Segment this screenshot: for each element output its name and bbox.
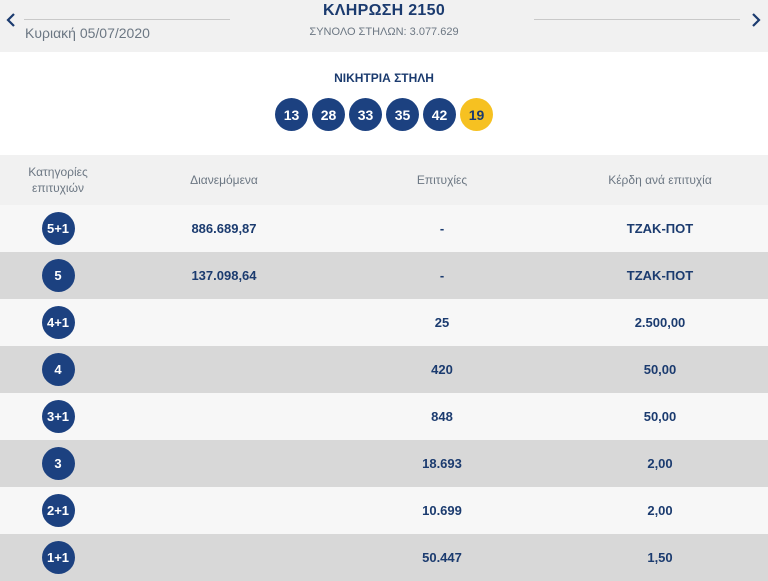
winners-cell: - bbox=[439, 268, 445, 283]
distributed-cell bbox=[116, 346, 332, 393]
header-category-label: Κατηγορίες επιτυχιών bbox=[28, 165, 88, 195]
winners-cell: 10.699 bbox=[422, 503, 462, 518]
prize-cell: 1,50 bbox=[647, 550, 673, 565]
category-badge: 5 bbox=[41, 259, 75, 292]
winners-cell: 848 bbox=[431, 409, 453, 424]
prize-cell: 2,00 bbox=[647, 503, 673, 518]
category-cell: 3 bbox=[0, 440, 116, 487]
winning-number-ball: 13 bbox=[275, 98, 308, 131]
category-cell: 2+1 bbox=[0, 487, 116, 534]
category-badge: 5+1 bbox=[41, 212, 75, 245]
divider bbox=[24, 19, 230, 20]
distributed-cell: 886.689,87 bbox=[191, 221, 257, 236]
category-cell: 4 bbox=[0, 346, 116, 393]
distributed-cell: 137.098,64 bbox=[191, 268, 257, 283]
table-row: 4+1 25 2.500,00 bbox=[0, 299, 768, 346]
divider bbox=[534, 19, 740, 20]
prize-cell: ΤΖΑΚ-ΠΟΤ bbox=[626, 268, 694, 283]
table-row: 5+1 886.689,87 - ΤΖΑΚ-ΠΟΤ bbox=[0, 205, 768, 252]
header-prize: Κέρδη ανά επιτυχία bbox=[608, 173, 712, 187]
category-badge: 4 bbox=[41, 353, 75, 386]
category-cell: 5 bbox=[0, 252, 116, 299]
category-cell: 5+1 bbox=[0, 205, 116, 252]
distributed-cell bbox=[116, 440, 332, 487]
prize-cell: 2.500,00 bbox=[634, 315, 686, 330]
total-columns: ΣΥΝΟΛΟ ΣΤΗΛΩΝ: 3.077.629 bbox=[309, 26, 459, 38]
results-table-header: Κατηγορίες επιτυχιών Διανεμόμενα Επιτυχί… bbox=[0, 155, 768, 205]
distributed-cell bbox=[116, 534, 332, 581]
category-cell: 3+1 bbox=[0, 393, 116, 440]
category-badge: 3+1 bbox=[41, 400, 75, 433]
table-row: 2+1 10.699 2,00 bbox=[0, 487, 768, 534]
winning-column-label: ΝΙΚΗΤΡΙΑ ΣΤΗΛΗ bbox=[334, 71, 434, 85]
chevron-left-icon[interactable] bbox=[3, 8, 19, 32]
distributed-cell bbox=[116, 393, 332, 440]
winning-number-ball: 35 bbox=[386, 98, 419, 131]
winning-number-ball: 33 bbox=[349, 98, 382, 131]
header-winners: Επιτυχίες bbox=[416, 173, 468, 187]
header-distributed: Διανεμόμενα bbox=[190, 173, 258, 187]
table-row: 1+1 50.447 1,50 bbox=[0, 534, 768, 581]
draw-header: Κυριακή 05/07/2020 ΚΛΗΡΩΣΗ 2150 ΣΥΝΟΛΟ Σ… bbox=[0, 0, 768, 52]
header-category: Κατηγορίες επιτυχιών bbox=[0, 155, 116, 205]
table-row: 5 137.098,64 - ΤΖΑΚ-ΠΟΤ bbox=[0, 252, 768, 299]
winning-number-ball: 42 bbox=[423, 98, 456, 131]
winning-numbers: 13 28 33 35 42 19 bbox=[275, 98, 493, 131]
draw-title: ΚΛΗΡΩΣΗ 2150 bbox=[322, 2, 446, 19]
category-cell: 1+1 bbox=[0, 534, 116, 581]
winning-number-ball: 28 bbox=[312, 98, 345, 131]
draw-date: Κυριακή 05/07/2020 bbox=[25, 25, 150, 41]
winners-cell: 18.693 bbox=[422, 456, 462, 471]
category-badge: 2+1 bbox=[41, 494, 75, 527]
prize-cell: 50,00 bbox=[643, 409, 677, 424]
category-cell: 4+1 bbox=[0, 299, 116, 346]
winners-cell: - bbox=[439, 221, 445, 236]
distributed-cell bbox=[116, 487, 332, 534]
category-badge: 3 bbox=[41, 447, 75, 480]
category-badge: 4+1 bbox=[41, 306, 75, 339]
table-row: 3+1 848 50,00 bbox=[0, 393, 768, 440]
chevron-right-icon[interactable] bbox=[748, 8, 764, 32]
prize-cell: 50,00 bbox=[643, 362, 677, 377]
results-table-body: 5+1 886.689,87 - ΤΖΑΚ-ΠΟΤ 5 137.098,64 -… bbox=[0, 205, 768, 581]
category-badge: 1+1 bbox=[41, 541, 75, 574]
prize-cell: ΤΖΑΚ-ΠΟΤ bbox=[626, 221, 694, 236]
table-row: 4 420 50,00 bbox=[0, 346, 768, 393]
joker-number-ball: 19 bbox=[460, 98, 493, 131]
distributed-cell bbox=[116, 299, 332, 346]
prize-cell: 2,00 bbox=[647, 456, 673, 471]
table-row: 3 18.693 2,00 bbox=[0, 440, 768, 487]
winners-cell: 25 bbox=[434, 315, 450, 330]
winners-cell: 420 bbox=[431, 362, 453, 377]
winners-cell: 50.447 bbox=[422, 550, 462, 565]
